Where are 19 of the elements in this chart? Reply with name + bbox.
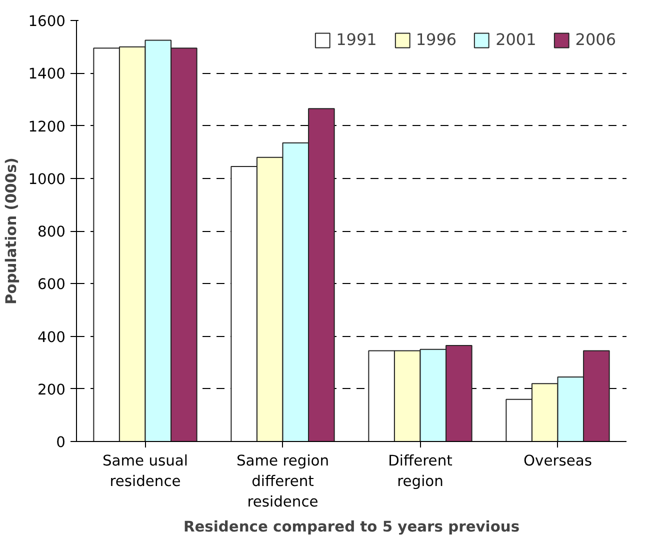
y-axis-title: Population (000s) <box>3 158 20 304</box>
y-tick-label: 800 <box>38 224 66 240</box>
x-tick-label: Same region different residence <box>236 452 330 510</box>
y-tick-label: 1000 <box>28 170 66 188</box>
legend-label: 2001 <box>496 30 536 49</box>
legend-label: 1991 <box>336 30 377 49</box>
x-axis-title: Residence compared to 5 years previous <box>183 518 520 536</box>
y-tick-label: 1400 <box>28 66 66 83</box>
x-tick-label: Overseas <box>523 452 592 470</box>
y-tick-label: 0 <box>56 434 66 451</box>
x-tick-label: Different region <box>388 452 453 490</box>
y-tick-label: 1200 <box>28 118 66 136</box>
y-tick-label: 400 <box>38 328 66 346</box>
x-tick-label: Same usual residence <box>102 452 188 490</box>
legend-label: 2006 <box>575 30 616 49</box>
legend-label: 1996 <box>416 30 457 49</box>
y-tick-label: 600 <box>38 276 66 294</box>
y-tick-label: 200 <box>38 381 66 398</box>
y-tick-label: 1600 <box>28 13 66 30</box>
